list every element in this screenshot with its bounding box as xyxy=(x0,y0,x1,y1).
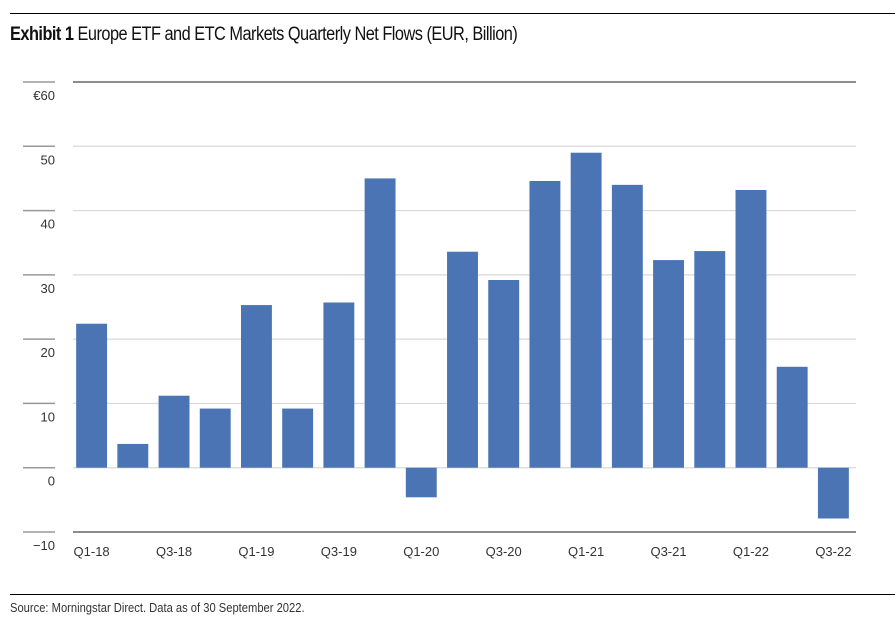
y-tick-label: 40 xyxy=(41,217,55,232)
bar-q2-20 xyxy=(447,251,478,468)
y-tick-label: €60 xyxy=(33,88,55,103)
bar-q3-21 xyxy=(653,260,685,468)
bar-q2-19 xyxy=(282,408,314,468)
bar-q3-18 xyxy=(158,395,190,468)
y-tick-label: 30 xyxy=(41,281,55,296)
y-tick-label: 50 xyxy=(41,152,55,167)
y-tick-label: 20 xyxy=(41,345,55,360)
bar-q4-18 xyxy=(199,408,231,468)
x-tick-label: Q3-22 xyxy=(815,544,851,559)
x-tick-label: Q1-21 xyxy=(568,544,604,559)
x-tick-label: Q3-20 xyxy=(486,544,522,559)
x-tick-label: Q1-19 xyxy=(238,544,274,559)
source-note: Source: Morningstar Direct. Data as of 3… xyxy=(10,600,305,615)
bar-q3-22 xyxy=(817,467,849,519)
bar-q2-21 xyxy=(611,184,643,468)
x-tick-label: Q3-19 xyxy=(321,544,357,559)
y-tick-label: −10 xyxy=(33,538,55,553)
bar-q1-18 xyxy=(76,323,108,468)
x-tick-label: Q3-21 xyxy=(650,544,686,559)
bar-q2-22 xyxy=(776,366,808,468)
bar-q1-20 xyxy=(405,467,437,498)
bar-q3-20 xyxy=(488,280,520,468)
bar-q4-19 xyxy=(364,178,396,468)
y-tick-label: 10 xyxy=(41,409,55,424)
bars xyxy=(76,152,849,519)
y-tick-label: 0 xyxy=(48,474,55,489)
x-tick-label: Q3-18 xyxy=(156,544,192,559)
bar-q1-21 xyxy=(570,152,602,468)
bottom-rule xyxy=(10,594,895,595)
x-tick-label: Q1-18 xyxy=(74,544,110,559)
bar-q3-19 xyxy=(323,302,355,468)
top-rule xyxy=(10,13,895,14)
y-axis-labels: €60 50 40 30 20 10 0 −10 xyxy=(33,88,55,553)
bar-q1-22 xyxy=(735,190,767,468)
x-tick-label: Q1-22 xyxy=(733,544,769,559)
bar-q4-21 xyxy=(694,251,726,468)
bar-q1-19 xyxy=(240,305,272,468)
x-tick-label: Q1-20 xyxy=(403,544,439,559)
title-text: Europe ETF and ETC Markets Quarterly Net… xyxy=(77,24,518,45)
bar-q4-20 xyxy=(529,181,561,468)
chart-title: Exhibit 1 Europe ETF and ETC Markets Qua… xyxy=(10,24,518,46)
bar-q2-18 xyxy=(117,443,149,468)
x-axis-labels: Q1-18 Q3-18 Q1-19 Q3-19 Q1-20 Q3-20 Q1-21 Q3-21… xyxy=(74,544,852,559)
exhibit-label: Exhibit 1 xyxy=(10,24,74,45)
